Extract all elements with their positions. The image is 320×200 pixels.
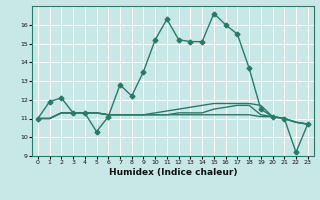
X-axis label: Humidex (Indice chaleur): Humidex (Indice chaleur) [108,168,237,177]
